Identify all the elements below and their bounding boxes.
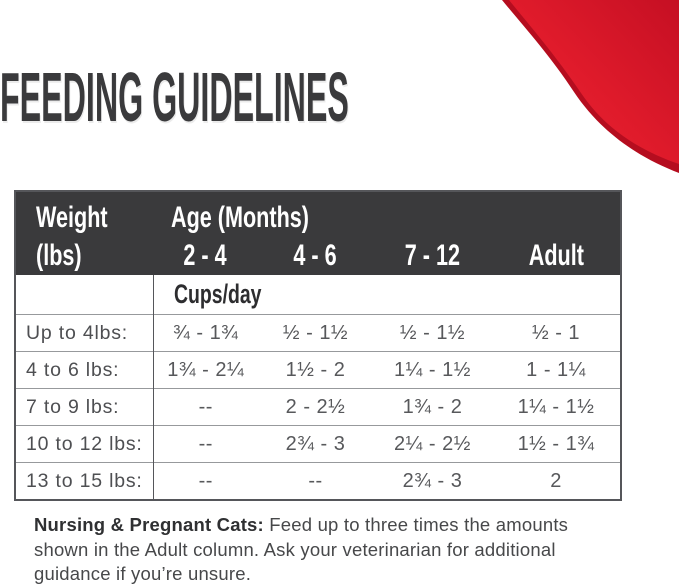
value-cell: ½ - 1½	[258, 314, 373, 352]
weight-label-cell: 10 to 12 lbs:	[15, 425, 154, 463]
header-age-adult: Adult	[492, 237, 622, 275]
subheader-row: Cups/day	[15, 275, 622, 315]
value-cell: --	[258, 462, 373, 500]
value-cell: ½ - 1	[492, 314, 622, 352]
subheader-empty-cell	[15, 275, 154, 315]
footer-line-2: shown in the Adult column. Ask your vete…	[34, 538, 556, 560]
footer-note-heading: Nursing & Pregnant Cats:	[34, 514, 264, 535]
header-age-months: Age (Months)	[153, 191, 622, 237]
table-row: 7 to 9 lbs: -- 2 - 2½ 1¾ - 2 1¼ - 1½	[15, 388, 622, 426]
header-age-4-6: 4 - 6	[258, 237, 373, 275]
value-cell: 1½ - 1¾	[492, 425, 622, 463]
value-cell: 2¼ - 2½	[373, 425, 492, 463]
value-cell: 2¾ - 3	[373, 462, 492, 500]
table-row: 10 to 12 lbs: -- 2¾ - 3 2¼ - 2½ 1½ - 1¾	[15, 425, 622, 463]
table-header: Weight Age (Months) (lbs) 2 - 4 4 - 6 7 …	[15, 191, 622, 275]
table-row: 13 to 15 lbs: -- -- 2¾ - 3 2	[15, 462, 622, 500]
header-weight: Weight	[15, 191, 153, 237]
weight-label-cell: Up to 4lbs:	[15, 314, 154, 352]
page-title-text: FEEDING GUIDELINES	[0, 58, 349, 136]
page-title: FEEDING GUIDELINES	[0, 62, 679, 132]
header-age-7-12: 7 - 12	[373, 237, 492, 275]
footer-line-1-rest: Feed up to three times the amounts	[263, 514, 569, 535]
value-cell: 1 - 1¼	[492, 351, 622, 389]
value-cell: 2	[492, 462, 622, 500]
value-cell: 1½ - 2	[258, 351, 373, 389]
value-cell: 1¾ - 2	[373, 388, 492, 426]
value-cell: 2 - 2½	[258, 388, 373, 426]
weight-label-cell: 7 to 9 lbs:	[15, 388, 154, 426]
value-cell: 1¼ - 1½	[492, 388, 622, 426]
value-cell: --	[153, 425, 258, 463]
table-row: 4 to 6 lbs: 1¾ - 2¼ 1½ - 2 1¼ - 1½ 1 - 1…	[15, 351, 622, 389]
value-cell: --	[153, 388, 258, 426]
subheader-cups-per-day: Cups/day	[153, 275, 622, 315]
value-cell: ¾ - 1¾	[153, 314, 258, 352]
header-age-2-4: 2 - 4	[153, 237, 258, 275]
value-cell: --	[153, 462, 258, 500]
value-cell: ½ - 1½	[373, 314, 492, 352]
feeding-guidelines-table: Weight Age (Months) (lbs) 2 - 4 4 - 6 7 …	[14, 190, 623, 501]
header-weight-unit: (lbs)	[15, 237, 153, 275]
table-row: Up to 4lbs: ¾ - 1¾ ½ - 1½ ½ - 1½ ½ - 1	[15, 314, 622, 352]
footer-line-1: Nursing & Pregnant Cats: Feed up to thre…	[34, 513, 654, 538]
value-cell: 1¾ - 2¼	[153, 351, 258, 389]
header-row-top: Weight Age (Months)	[15, 191, 622, 237]
value-cell: 2¾ - 3	[258, 425, 373, 463]
header-row-bottom: (lbs) 2 - 4 4 - 6 7 - 12 Adult	[15, 237, 622, 275]
weight-label-cell: 13 to 15 lbs:	[15, 462, 154, 500]
weight-label-cell: 4 to 6 lbs:	[15, 351, 154, 389]
value-cell: 1¼ - 1½	[373, 351, 492, 389]
footer-line-3: guidance if you’re unsure.	[34, 563, 252, 584]
footer-note: Nursing & Pregnant Cats: Feed up to thre…	[34, 513, 654, 585]
